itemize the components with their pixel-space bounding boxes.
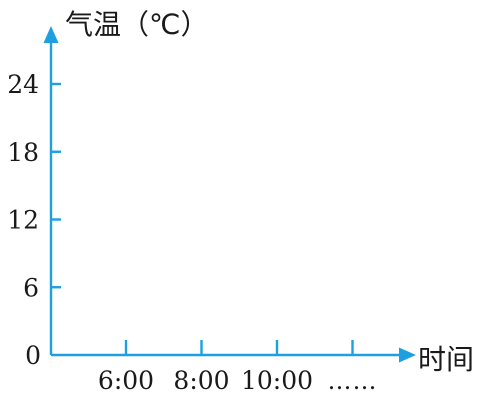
y-tick-label: 6 — [23, 273, 39, 302]
y-axis-arrow — [43, 26, 59, 43]
y-tick-label: 12 — [7, 206, 39, 235]
y-ticks: 0 6 12 18 24 — [7, 70, 61, 370]
y-tick-label: 24 — [7, 70, 39, 99]
x-axis-title: 时间 — [418, 343, 474, 376]
x-axis-arrow — [399, 347, 416, 363]
x-tick-label: 8:00 — [173, 366, 229, 393]
y-axis-title: 气温（℃） — [65, 8, 208, 41]
y-tick-label: 18 — [7, 138, 39, 167]
y-tick-label: 0 — [25, 341, 41, 370]
x-tick-label: 10:00 — [241, 366, 313, 393]
x-tick-label: …… — [328, 367, 378, 393]
x-ticks: 6:00 8:00 10:00 …… — [98, 340, 378, 393]
x-tick-label: 6:00 — [98, 366, 154, 393]
